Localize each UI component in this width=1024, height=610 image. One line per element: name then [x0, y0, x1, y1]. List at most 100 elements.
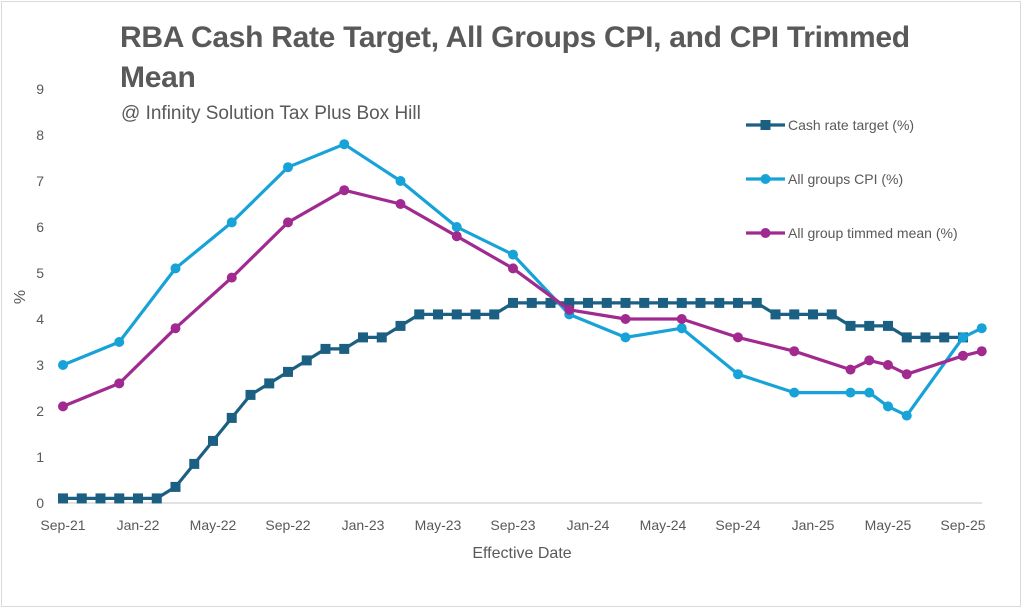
data-point: [358, 332, 368, 343]
data-point: [901, 332, 912, 343]
data-point: [133, 493, 143, 504]
x-tick-label: Sep-21: [40, 517, 85, 533]
y-tick-label: 8: [36, 127, 44, 143]
data-point: [208, 435, 218, 446]
x-tick-label: May-23: [415, 517, 462, 533]
x-tick-label: May-24: [640, 517, 687, 533]
x-tick-label: Sep-22: [265, 517, 310, 533]
legend-label: All groups CPI (%): [788, 171, 903, 187]
data-point: [170, 323, 181, 334]
data-point: [245, 389, 256, 400]
data-point: [770, 309, 781, 320]
data-point: [451, 231, 462, 242]
data-point: [789, 387, 800, 398]
x-axis-label: Effective Date: [472, 545, 571, 562]
data-point: [189, 458, 200, 469]
series-line: [63, 301, 963, 500]
data-point: [470, 309, 481, 320]
legend-item: Cash rate target (%): [746, 117, 914, 133]
data-point: [301, 355, 312, 366]
data-point: [845, 364, 856, 375]
data-point: [226, 272, 237, 283]
data-point: [976, 323, 987, 334]
legend-marker: [760, 174, 771, 184]
data-point: [395, 199, 406, 209]
data-point: [508, 263, 518, 274]
data-point: [901, 410, 912, 421]
data-point: [283, 366, 293, 377]
data-point: [433, 309, 443, 320]
data-point: [395, 320, 406, 331]
data-point: [58, 401, 68, 412]
data-point: [320, 343, 331, 354]
data-point: [883, 401, 893, 412]
data-point: [620, 297, 631, 308]
y-tick-label: 7: [36, 173, 44, 189]
y-tick-label: 3: [36, 357, 44, 373]
data-point: [733, 369, 743, 380]
data-point: [789, 346, 800, 357]
data-point: [114, 337, 125, 347]
data-point: [339, 343, 350, 354]
data-point: [620, 332, 631, 343]
data-point: [864, 387, 875, 398]
data-point: [451, 309, 462, 320]
data-point: [564, 297, 575, 308]
data-point: [676, 314, 687, 324]
data-point: [283, 162, 293, 173]
data-point: [939, 332, 950, 343]
x-tick-label: Jan-22: [117, 517, 160, 533]
data-point: [883, 320, 893, 331]
data-point: [676, 297, 687, 308]
y-tick-label: 1: [36, 449, 44, 465]
x-tick-label: May-22: [190, 517, 237, 533]
x-tick-label: Sep-24: [715, 517, 760, 533]
data-point: [283, 217, 293, 228]
chart-subtitle: @ Infinity Solution Tax Plus Box Hill: [121, 103, 421, 124]
legend-item: All groups CPI (%): [746, 171, 903, 187]
data-point: [901, 369, 912, 380]
data-point: [864, 355, 875, 366]
legend-label: All group timmed mean (%): [788, 225, 958, 241]
y-tick-label: 4: [36, 311, 44, 327]
data-point: [339, 139, 350, 150]
data-point: [545, 297, 556, 308]
y-tick-label: 6: [36, 219, 44, 235]
x-tick-label: May-25: [865, 517, 912, 533]
chart-title: RBA Cash Rate Target, All Groups CPI, an…: [120, 21, 910, 94]
data-point: [151, 493, 162, 504]
data-point: [508, 297, 518, 308]
data-point: [395, 176, 406, 186]
data-point: [376, 332, 387, 343]
data-point: [489, 309, 500, 320]
data-point: [114, 378, 125, 389]
data-point: [958, 332, 968, 343]
data-point: [695, 297, 706, 308]
data-point: [601, 297, 612, 308]
x-tick-label: Jan-23: [342, 517, 385, 533]
series-0: [58, 297, 968, 504]
legend-label: Cash rate target (%): [788, 117, 914, 133]
y-tick-label: 5: [36, 265, 44, 281]
data-point: [676, 323, 687, 334]
y-tick-label: 0: [36, 495, 44, 511]
data-point: [733, 297, 743, 308]
data-point: [733, 332, 743, 343]
data-point: [883, 360, 893, 370]
data-point: [808, 309, 818, 320]
data-point: [58, 360, 68, 370]
data-point: [845, 387, 856, 398]
series-2: [58, 185, 987, 412]
y-tick-label: 9: [36, 81, 44, 97]
data-point: [170, 263, 181, 274]
data-point: [583, 297, 593, 308]
series-line: [62, 188, 983, 408]
data-point: [170, 481, 181, 492]
x-tick-label: Sep-23: [490, 517, 535, 533]
data-point: [714, 297, 725, 308]
data-point: [508, 249, 518, 260]
data-point: [751, 297, 762, 308]
y-axis-label: %: [12, 290, 29, 304]
